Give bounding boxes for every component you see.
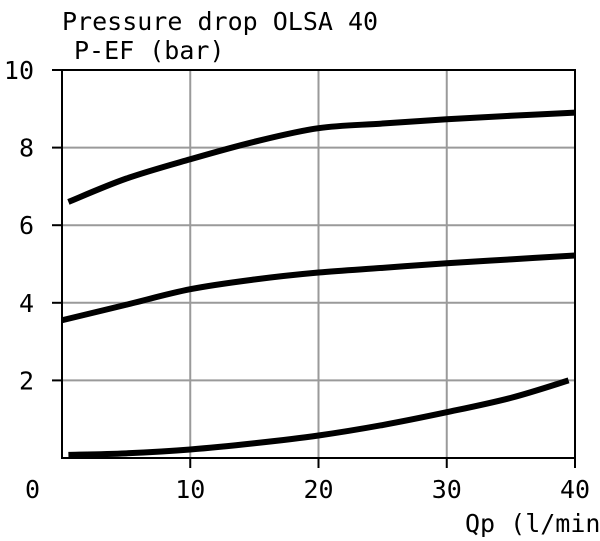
series-line-2 bbox=[61, 252, 576, 324]
origin-label: 0 bbox=[25, 475, 40, 504]
series-lines bbox=[61, 109, 576, 458]
y-tick-label: 10 bbox=[4, 56, 34, 85]
series-line-3 bbox=[68, 377, 570, 458]
y-tick-label: 2 bbox=[19, 366, 34, 395]
x-axis-label: Qp (l/min) bbox=[465, 509, 600, 537]
y-tick-label: 4 bbox=[19, 289, 34, 318]
x-tick-label: 30 bbox=[432, 475, 462, 504]
chart-title: Pressure drop OLSA 40 bbox=[62, 7, 378, 36]
y-tick-label: 8 bbox=[19, 134, 34, 163]
grid-lines bbox=[62, 70, 575, 458]
x-tick-label: 40 bbox=[560, 475, 590, 504]
tick-labels: 10 20 30 40 2 4 6 8 10 bbox=[4, 56, 590, 504]
series-line-1 bbox=[67, 109, 576, 205]
x-tick-label: 20 bbox=[303, 475, 333, 504]
y-tick-label: 6 bbox=[19, 211, 34, 240]
y-axis-label: P-EF (bar) bbox=[74, 36, 225, 65]
x-tick-label: 10 bbox=[175, 475, 205, 504]
tick-marks bbox=[52, 69, 576, 468]
